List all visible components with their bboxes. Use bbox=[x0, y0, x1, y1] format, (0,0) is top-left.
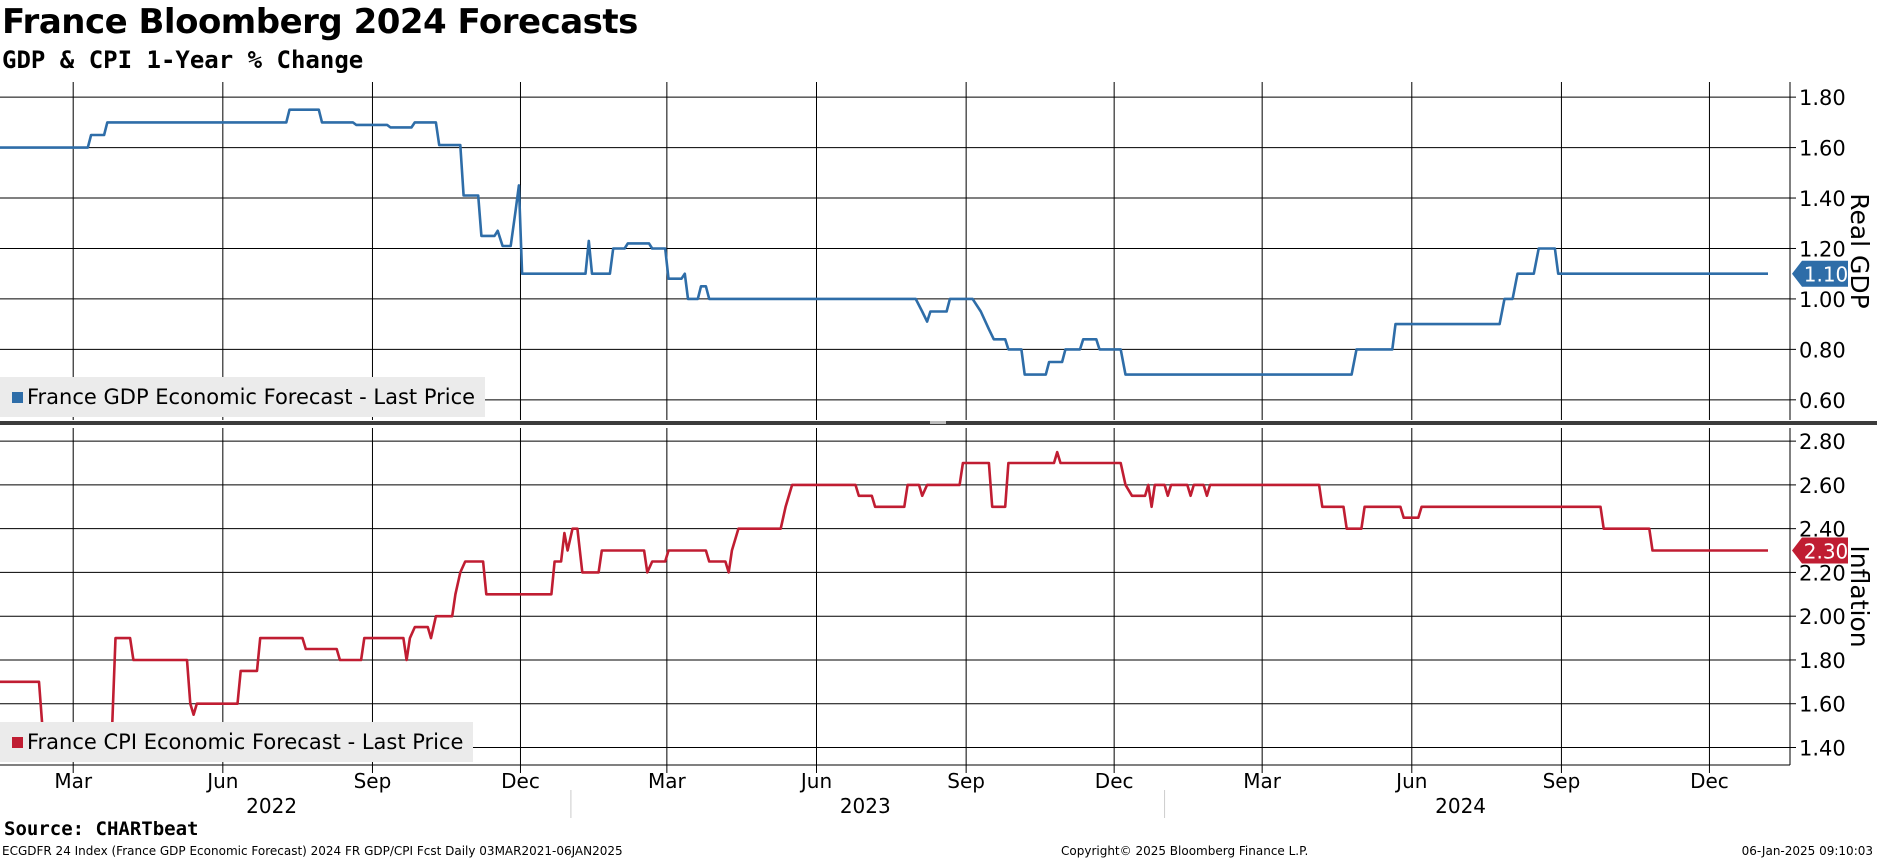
cpi-ytick-label: 2.20 bbox=[1799, 561, 1846, 585]
cpi-ytick-label: 2.60 bbox=[1799, 474, 1846, 498]
cpi-series-line bbox=[0, 450, 1768, 727]
x-tick-label: Mar bbox=[54, 769, 93, 793]
x-tick-label: Mar bbox=[648, 769, 687, 793]
gdp-ytick-label: 1.60 bbox=[1799, 137, 1846, 161]
gdp-last-value-tag bbox=[1792, 260, 1848, 287]
legend-cpi-label: France CPI Economic Forecast - Last Pric… bbox=[27, 730, 464, 754]
footer-copyright: Copyright© 2025 Bloomberg Finance L.P. bbox=[1061, 844, 1309, 858]
x-tick-label: Sep bbox=[947, 769, 985, 793]
cpi-ytick-label: 2.80 bbox=[1799, 430, 1846, 454]
legend-gdp: France GDP Economic Forecast - Last Pric… bbox=[0, 377, 486, 417]
x-tick-label: Jun bbox=[1394, 769, 1427, 793]
x-year-label: 2022 bbox=[246, 794, 297, 818]
gdp-ytick-label: 1.00 bbox=[1799, 288, 1846, 312]
x-year-label: 2023 bbox=[840, 794, 891, 818]
gdp-y-axis-title: Real GDP bbox=[1845, 193, 1874, 309]
cpi-ytick-label: 2.00 bbox=[1799, 605, 1846, 629]
gdp-series-line bbox=[0, 108, 1768, 376]
x-tick-label: Sep bbox=[1543, 769, 1581, 793]
x-tick-label: Jun bbox=[799, 769, 832, 793]
gdp-ytick-label: 1.80 bbox=[1799, 86, 1846, 110]
x-tick-label: Dec bbox=[1690, 769, 1729, 793]
gdp-ytick-label: 1.20 bbox=[1799, 237, 1846, 261]
cpi-ytick-label: 1.80 bbox=[1799, 649, 1846, 673]
chart-title: France Bloomberg 2024 Forecasts bbox=[2, 2, 638, 42]
footer-ticker-info: ECGDFR 24 Index (France GDP Economic For… bbox=[2, 844, 623, 858]
x-tick-label: Mar bbox=[1243, 769, 1282, 793]
gdp-ytick-label: 1.40 bbox=[1799, 187, 1846, 211]
gdp-last-value-label: 1.10 bbox=[1804, 263, 1849, 287]
cpi-y-axis-title: Inflation bbox=[1845, 545, 1874, 647]
cpi-ytick-label: 1.60 bbox=[1799, 693, 1846, 717]
footer-source: Source: CHARTbeat bbox=[4, 818, 199, 840]
cpi-last-value-tag bbox=[1792, 537, 1848, 564]
gdp-ytick-label: 0.60 bbox=[1799, 389, 1846, 413]
cpi-ytick-label: 1.40 bbox=[1799, 736, 1846, 760]
footer-timestamp: 06-Jan-2025 09:10:03 bbox=[1741, 844, 1873, 858]
cpi-last-value-label: 2.30 bbox=[1804, 540, 1849, 564]
x-year-label: 2024 bbox=[1435, 794, 1486, 818]
chart-subtitle: GDP & CPI 1-Year % Change bbox=[2, 46, 364, 74]
legend-gdp-swatch bbox=[12, 391, 23, 403]
legend-cpi: France CPI Economic Forecast - Last Pric… bbox=[0, 722, 474, 762]
x-tick-label: Dec bbox=[501, 769, 540, 793]
x-tick-label: Dec bbox=[1095, 769, 1134, 793]
x-tick-label: Sep bbox=[354, 769, 392, 793]
gdp-ytick-label: 0.80 bbox=[1799, 338, 1846, 362]
panel-splitter-handle bbox=[930, 421, 946, 424]
legend-cpi-swatch bbox=[12, 736, 23, 748]
legend-gdp-label: France GDP Economic Forecast - Last Pric… bbox=[27, 385, 476, 409]
x-tick-label: Jun bbox=[205, 769, 238, 793]
